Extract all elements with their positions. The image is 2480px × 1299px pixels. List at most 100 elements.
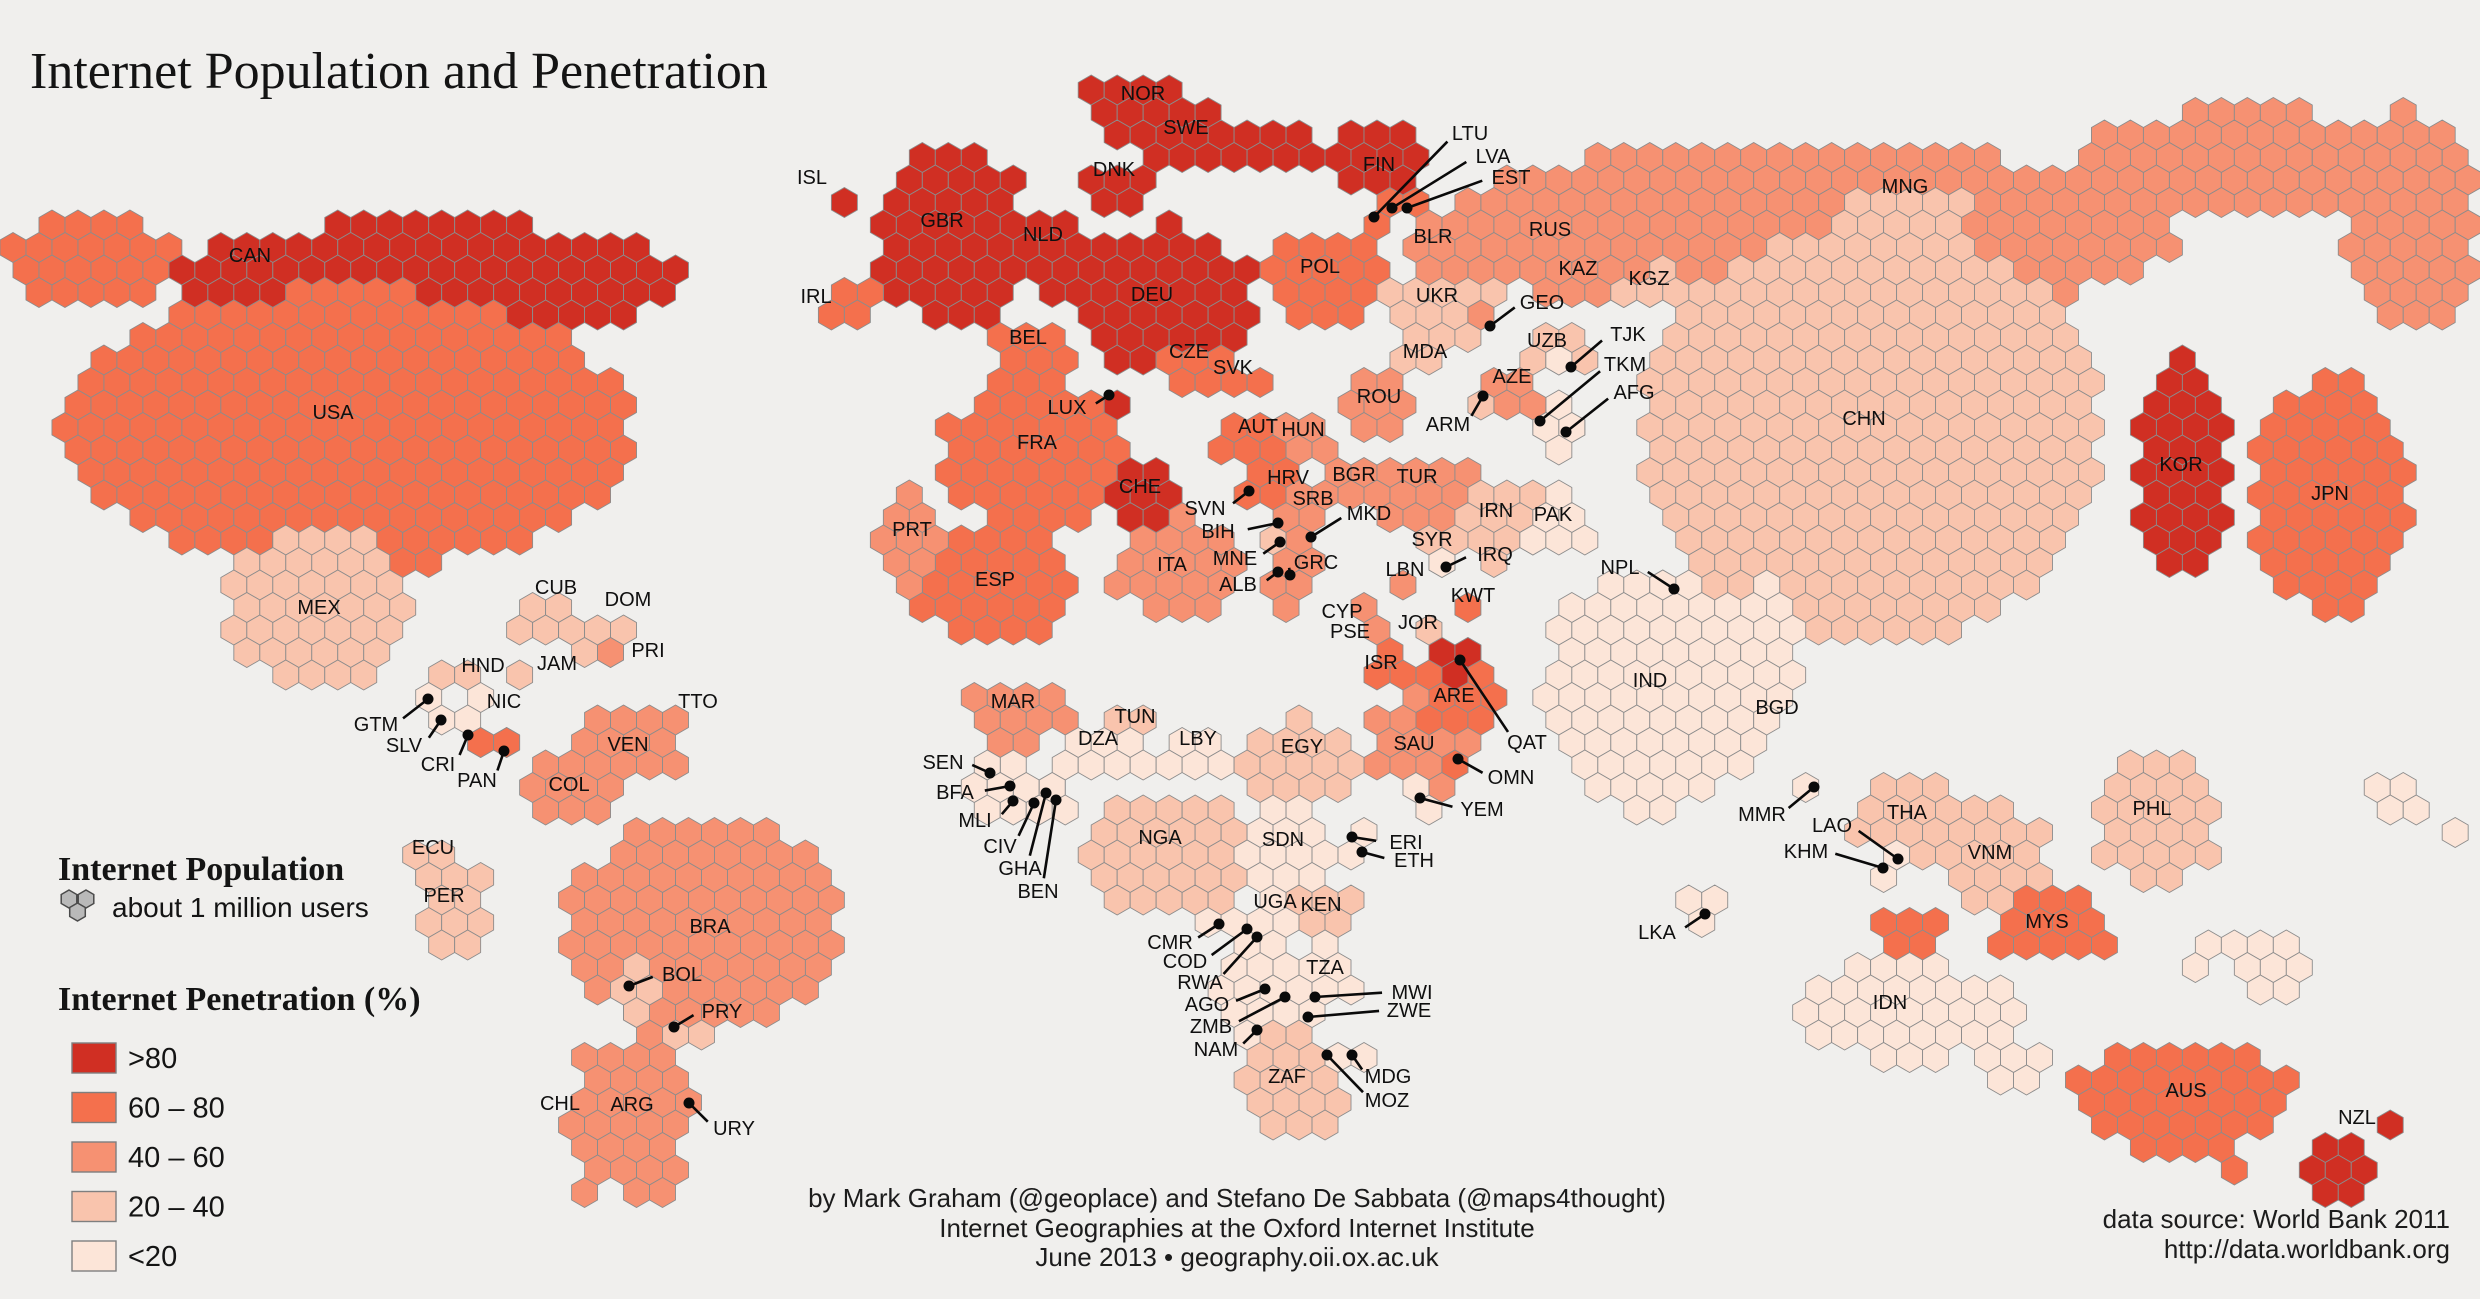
hex-cell [1194, 592, 1222, 623]
hex-cell [1441, 254, 1469, 286]
data-source: data source: World Bank 2011 http://data… [2103, 1204, 2450, 1264]
country-label-AUS: AUS [2165, 1080, 2206, 1102]
legend-class-label: 60 – 80 [128, 1093, 225, 1125]
country-label-TJK: TJK [1610, 324, 1646, 346]
country-label-PRI: PRI [631, 640, 664, 662]
country-label-SYR: SYR [1411, 529, 1452, 551]
country-label-SVN: SVN [1184, 498, 1225, 520]
country-label-CMR: CMR [1147, 932, 1193, 954]
leader-dot-ETH [1356, 846, 1368, 858]
country-label-FIN: FIN [1363, 154, 1395, 176]
country-label-NLD: NLD [1023, 224, 1063, 246]
country-VEN [571, 704, 689, 781]
country-label-KHM: KHM [1784, 841, 1828, 863]
country-JOR [1415, 614, 1443, 646]
country-MYS [1870, 884, 2118, 961]
hex-cell [1935, 209, 1962, 241]
country-NZL [2298, 1109, 2404, 1208]
country-label-POL: POL [1300, 256, 1340, 278]
hex-cluster-icon [60, 889, 95, 922]
legend-swatch [71, 1190, 117, 1223]
country-region [2363, 772, 2430, 826]
country-label-TZA: TZA [1306, 957, 1344, 979]
country-BLR [1402, 209, 1482, 286]
leader-line-LTU [1373, 140, 1449, 218]
leader-dot-MDG [1346, 1049, 1358, 1061]
hex-cell [791, 974, 819, 1006]
country-label-EST: EST [1492, 167, 1531, 189]
country-label-NIC: NIC [487, 691, 521, 713]
country-IRL [817, 277, 884, 331]
country-label-NOR: NOR [1121, 83, 1165, 105]
leader-line-AFG [1565, 397, 1609, 434]
country-TJK [1545, 344, 1573, 376]
country-label-VNM: VNM [1968, 842, 2012, 864]
country-BGD [1740, 569, 1807, 736]
country-label-NZL: NZL [2338, 1107, 2376, 1129]
country-region [2194, 929, 2248, 961]
hex-cell [2155, 862, 2183, 893]
leader-dot-NAM [1251, 1024, 1263, 1036]
leader-line-ZMB [1238, 995, 1286, 1023]
country-CHE [1103, 457, 1183, 533]
legend-swatch [71, 1042, 117, 1074]
credit-line-date-url: June 2013 • geography.oii.ox.ac.uk [1035, 1242, 1439, 1272]
country-label-COL: COL [548, 774, 589, 796]
country-label-PSE: PSE [1330, 621, 1370, 643]
leader-dot-LTU [1368, 211, 1380, 223]
leader-line-MKD [1310, 516, 1342, 539]
leader-dot-MOZ [1321, 1049, 1333, 1061]
country-label-RUS: RUS [1529, 219, 1571, 241]
legend-class-label: <20 [128, 1241, 177, 1273]
legend-swatch [71, 1240, 117, 1272]
hex-cell [1415, 614, 1443, 646]
leader-dot-URY [683, 1097, 695, 1109]
leader-line-COD [1210, 927, 1248, 957]
country-label-SLV: SLV [386, 735, 423, 757]
country-DNK [1077, 164, 1157, 218]
country-label-JPN: JPN [2311, 483, 2349, 505]
country-label-SAU: SAU [1393, 733, 1434, 755]
leader-dot-MNE [1274, 536, 1286, 548]
hex-cell [2246, 1109, 2274, 1141]
country-MMR [1792, 772, 1820, 803]
hex-cell [2155, 232, 2183, 263]
country-label-MEX: MEX [297, 597, 340, 619]
country-CHN [1636, 209, 2105, 646]
country-GBR [869, 142, 1040, 331]
leader-dot-LKA [1699, 908, 1711, 920]
hex-cell [545, 502, 573, 533]
leader-line-MWI [1314, 991, 1383, 999]
hex-cell [843, 299, 871, 331]
leader-dot-CRI [462, 729, 474, 741]
country-region [2233, 929, 2313, 1006]
country-ROU [1337, 367, 1417, 443]
country-label-MOZ: MOZ [1365, 1090, 1409, 1112]
hex-cell [2402, 794, 2430, 826]
hex-cell [506, 524, 534, 556]
hex-cell [1337, 299, 1365, 331]
country-label-MKD: MKD [1347, 503, 1391, 525]
population-hex-icon [68, 902, 87, 922]
leader-dot-TJK [1565, 361, 1577, 373]
leader-dot-KHM [1877, 862, 1889, 874]
leader-line-GHA [1028, 792, 1048, 857]
country-label-EGY: EGY [1281, 736, 1323, 758]
country-region [0, 209, 183, 308]
country-ESP [908, 524, 1079, 646]
country-label-BLR: BLR [1414, 226, 1453, 248]
leader-dot-TKM [1534, 415, 1546, 427]
hex-cell [571, 1177, 599, 1208]
leader-dot-MWI [1309, 991, 1321, 1003]
hex-cell [1116, 187, 1144, 218]
country-MEX [220, 524, 417, 691]
credit-line-institute: Internet Geographies at the Oxford Inter… [939, 1213, 1534, 1243]
country-NIC [454, 682, 495, 736]
leader-dot-OMN [1452, 753, 1464, 765]
hex-cell [2376, 1109, 2404, 1141]
country-label-NPL: NPL [1601, 557, 1640, 579]
country-label-SVK: SVK [1213, 357, 1254, 379]
country-AUS [2065, 1042, 2300, 1163]
hex-cell [1246, 367, 1274, 398]
hex-cell [1922, 1042, 1950, 1073]
